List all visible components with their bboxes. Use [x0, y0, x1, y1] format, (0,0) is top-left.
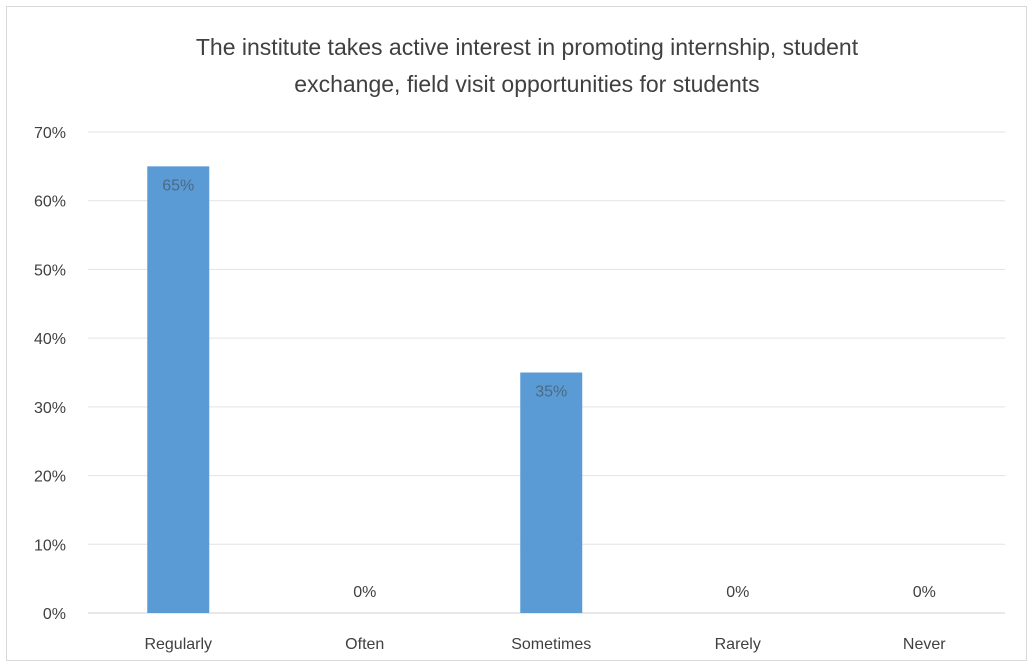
y-tick-label: 0% — [43, 606, 66, 623]
y-tick-label: 30% — [34, 400, 66, 417]
data-label: 0% — [353, 584, 376, 601]
chart-frame — [6, 6, 1027, 661]
data-label: 35% — [535, 384, 567, 401]
chart-title-line-2: exchange, field visit opportunities for … — [294, 71, 759, 97]
x-tick-label: Rarely — [715, 636, 761, 653]
x-tick-label: Often — [345, 636, 384, 653]
data-label: 0% — [913, 584, 936, 601]
y-axis: 0% 10% 20% 30% 40% 50% 60% 70% — [34, 125, 66, 623]
x-tick-label: Never — [903, 636, 946, 653]
bar — [147, 166, 210, 613]
data-label: 65% — [162, 177, 194, 194]
y-tick-label: 50% — [34, 262, 66, 279]
y-tick-label: 70% — [34, 125, 66, 142]
x-tick-label: Regularly — [144, 636, 212, 653]
bars — [147, 166, 583, 613]
chart-title-line-1: The institute takes active interest in p… — [196, 34, 859, 60]
bar — [520, 372, 583, 613]
gridlines — [88, 131, 1005, 614]
y-tick-label: 60% — [34, 194, 66, 211]
data-labels: 65% 0% 35% 0% 0% — [162, 177, 936, 601]
x-axis: Regularly Often Sometimes Rarely Never — [144, 636, 946, 653]
chart-title: The institute takes active interest in p… — [196, 34, 859, 97]
data-label: 0% — [726, 584, 749, 601]
y-tick-label: 10% — [34, 537, 66, 554]
y-tick-label: 40% — [34, 331, 66, 348]
x-tick-label: Sometimes — [511, 636, 591, 653]
y-tick-label: 20% — [34, 469, 66, 486]
